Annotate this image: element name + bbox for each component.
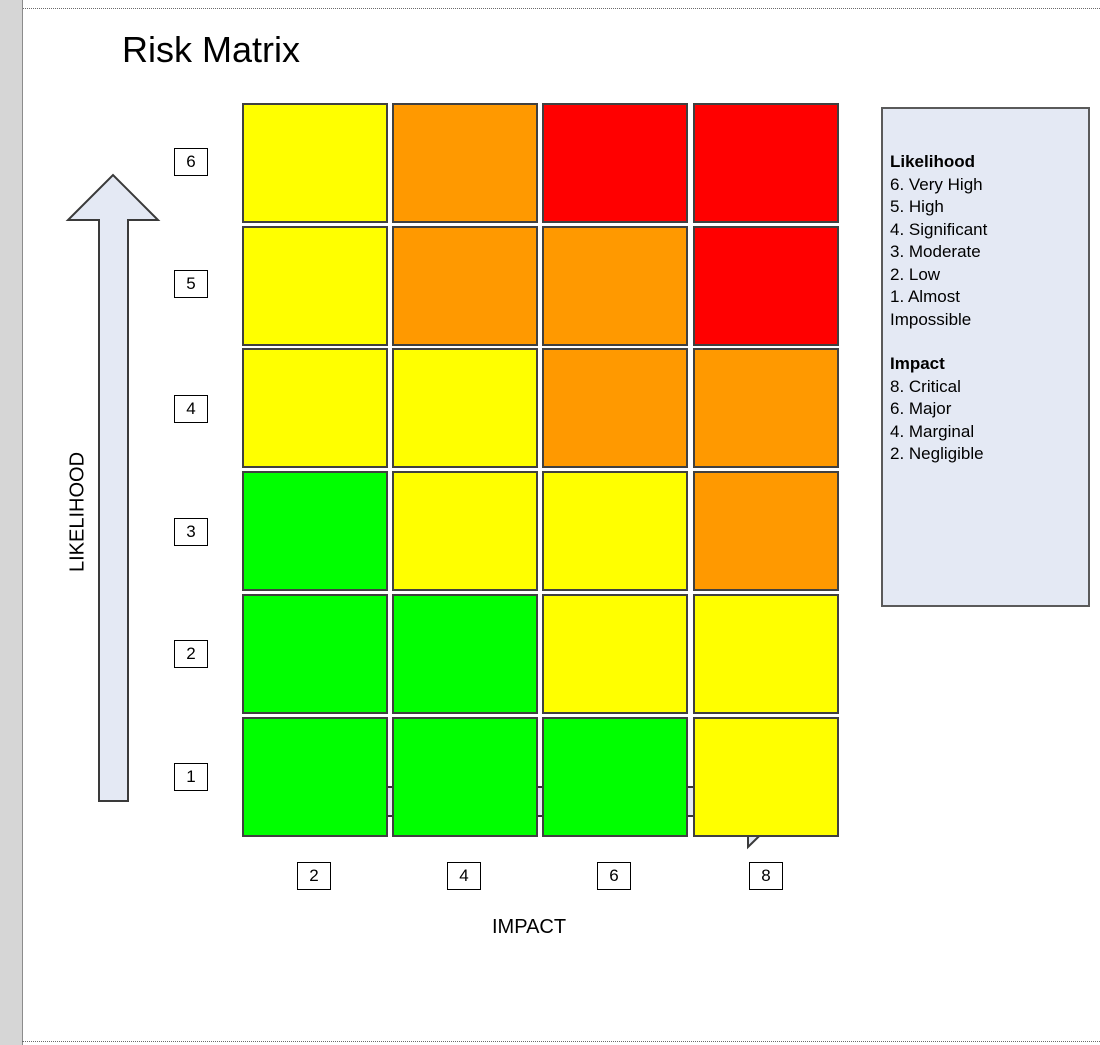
legend-likelihood-item: 1. Almost (890, 287, 960, 306)
matrix-cell (242, 348, 388, 468)
matrix-cell (392, 103, 538, 223)
legend-impact-item: 2. Negligible (890, 444, 984, 463)
frame-top-border (0, 0, 1100, 9)
likelihood-tick-2: 2 (174, 640, 208, 668)
legend-likelihood-item: Impossible (890, 309, 972, 329)
legend-likelihood-item: 5. High (890, 197, 944, 216)
impact-tick-8: 8 (749, 862, 783, 890)
matrix-cell (542, 594, 688, 714)
frame-bottom-border (22, 1041, 1100, 1043)
legend-likelihood-item: 2. Low (890, 264, 941, 284)
matrix-cell (392, 594, 538, 714)
matrix-cell (242, 226, 388, 346)
likelihood-tick-1: 1 (174, 763, 208, 791)
matrix-cell (542, 103, 688, 223)
legend-impact-item: 6. Major (890, 399, 952, 418)
frame-left-gutter (0, 0, 23, 1045)
likelihood-tick-5: 5 (174, 270, 208, 298)
legend-likelihood-item: 3. Moderate (890, 242, 981, 261)
legend-likelihood-item: 6. Very High (890, 174, 983, 194)
legend-box: Likelihood 6. Very High 5. High 4. Signi… (881, 107, 1090, 607)
impact-tick-2: 2 (297, 862, 331, 890)
likelihood-tick-3: 3 (174, 518, 208, 546)
impact-tick-4: 4 (447, 862, 481, 890)
matrix-cell (392, 717, 538, 837)
impact-tick-6: 6 (597, 862, 631, 890)
matrix-cell (242, 717, 388, 837)
matrix-cell (242, 103, 388, 223)
matrix-cell (693, 471, 839, 591)
matrix-cell (693, 103, 839, 223)
matrix-cell (392, 471, 538, 591)
matrix-cell (542, 717, 688, 837)
matrix-cell (392, 226, 538, 346)
legend-impact-title: Impact (890, 354, 945, 373)
matrix-cell (693, 717, 839, 837)
matrix-cell (542, 348, 688, 468)
legend-spacer (890, 331, 1088, 353)
impact-axis-label: IMPACT (492, 916, 567, 938)
matrix-cell (693, 594, 839, 714)
page-title: Risk Matrix (122, 29, 300, 70)
matrix-cell (693, 226, 839, 346)
likelihood-axis-label: LIKELIHOOD (66, 451, 89, 573)
matrix-cell (242, 471, 388, 591)
legend-likelihood-title: Likelihood (890, 152, 975, 171)
likelihood-tick-4: 4 (174, 395, 208, 423)
matrix-cell (542, 471, 688, 591)
likelihood-arrow (65, 173, 161, 802)
likelihood-tick-6: 6 (174, 148, 208, 176)
legend-likelihood-item: 4. Significant (890, 219, 988, 239)
matrix-cell (693, 348, 839, 468)
legend-impact-item: 8. Critical (890, 376, 961, 396)
matrix-cell (542, 226, 688, 346)
matrix-cell (392, 348, 538, 468)
legend-impact-item: 4. Marginal (890, 421, 975, 441)
matrix-cell (242, 594, 388, 714)
